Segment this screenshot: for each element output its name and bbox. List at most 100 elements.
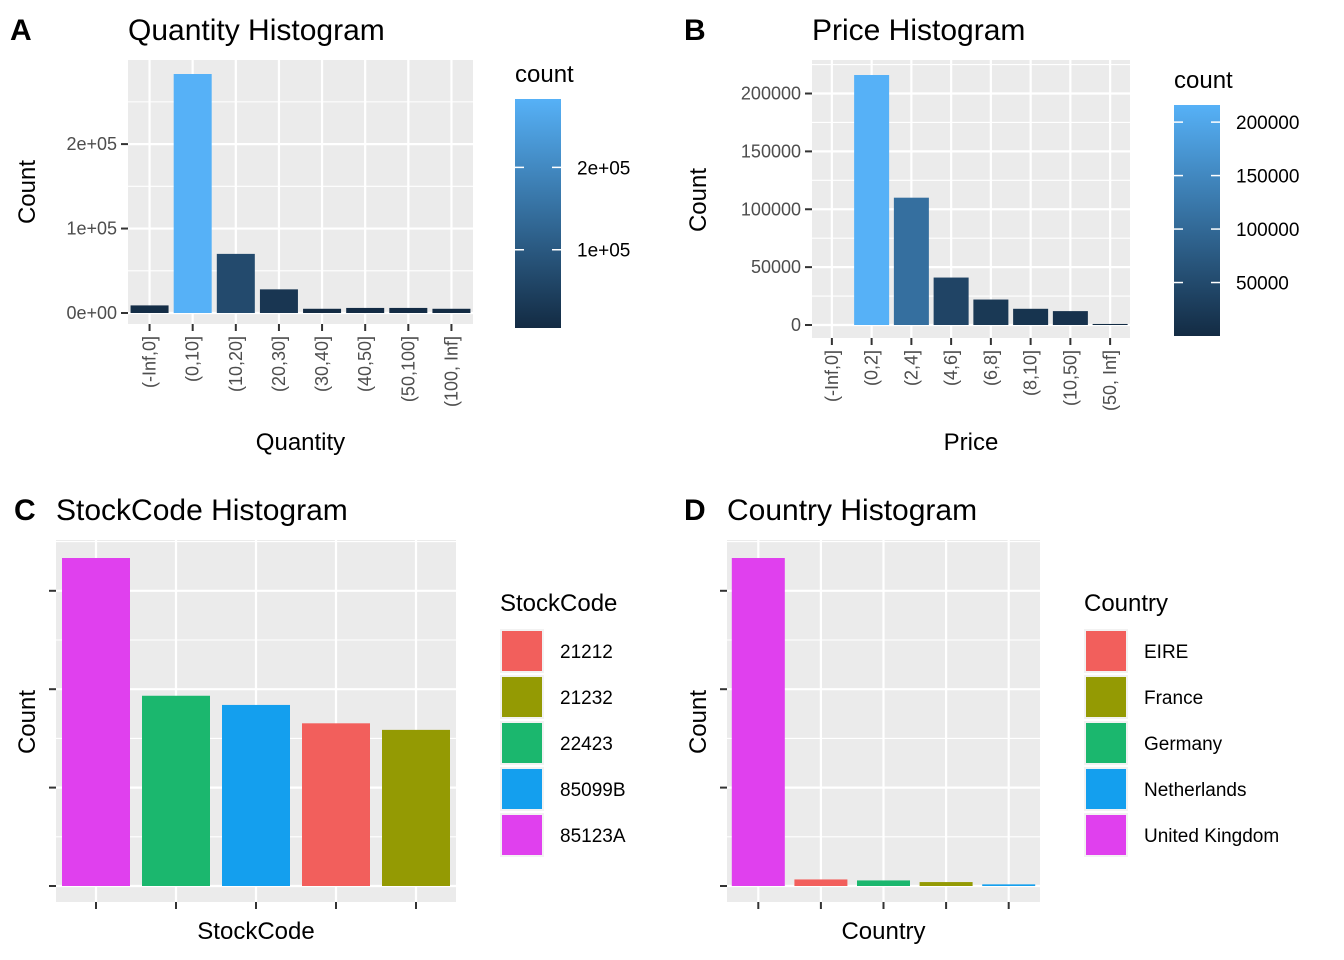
x-tick-label: (-Inf,0] <box>822 350 842 402</box>
bar <box>142 695 210 886</box>
panel-a-chart: 0e+00 1e+05 2e+05 (-Inf,0] (0,10] (10,20] (20,… <box>14 60 630 456</box>
bar <box>259 289 298 313</box>
bar <box>1092 323 1128 325</box>
legend-key-swatch <box>1086 723 1126 763</box>
legend-title: count <box>1174 67 1233 94</box>
x-tick-label: (40,50] <box>355 336 375 392</box>
x-axis-title: Country <box>841 918 925 945</box>
y-axis-title: Count <box>685 690 712 754</box>
x-tick-label: (0,10] <box>183 336 203 382</box>
bar <box>432 308 471 313</box>
panel-a-tag: A <box>10 14 32 47</box>
y-tick-label: 200000 <box>741 84 801 104</box>
bar <box>1052 311 1088 325</box>
panel-c-tag: C <box>14 494 36 527</box>
legend-label: France <box>1144 688 1203 709</box>
bar <box>973 299 1009 325</box>
x-tick-label: (50,100] <box>398 336 418 402</box>
legend-key-swatch <box>502 769 542 809</box>
panel-b-chart: 0 50000 100000 150000 200000 (-Inf,0] (0,2] (2,… <box>685 60 1299 456</box>
panel-b-title: Price Histogram <box>812 14 1025 47</box>
panel-c-chart: StockCode Count StockCode 21212 21232 22423 85… <box>14 540 626 945</box>
legend-key-swatch <box>502 677 542 717</box>
bar <box>222 704 290 886</box>
bar <box>302 723 370 886</box>
panel-a-title: Quantity Histogram <box>128 14 385 47</box>
legend-label: 2e+05 <box>577 158 630 179</box>
legend-title: Country <box>1084 590 1168 617</box>
legend-title: StockCode <box>500 590 617 617</box>
legend-label: 21232 <box>560 688 613 709</box>
panel-b-tag: B <box>684 14 706 47</box>
legend-label: 21212 <box>560 642 613 663</box>
x-tick-label: (4,6] <box>941 350 961 386</box>
panel-d-tag: D <box>684 494 706 527</box>
y-axis-title: Count <box>14 690 41 754</box>
bar <box>982 884 1036 886</box>
x-axis-title: Price <box>944 429 999 456</box>
bar <box>216 253 255 313</box>
legend-key-swatch <box>502 631 542 671</box>
x-tick-label: (6,8] <box>981 350 1001 386</box>
legend-label: 85099B <box>560 780 626 801</box>
legend-label: 150000 <box>1236 167 1299 188</box>
bar <box>389 307 428 313</box>
x-tick-label: (10,20] <box>226 336 246 392</box>
legend-key-swatch <box>502 723 542 763</box>
panel-d-title: Country Histogram <box>727 494 977 527</box>
y-tick-label: 2e+05 <box>66 134 117 154</box>
bar <box>893 197 929 325</box>
x-tick-label: (2,4] <box>901 350 921 386</box>
legend-title: count <box>515 61 574 88</box>
x-tick-label: (30,40] <box>312 336 332 392</box>
x-tick-label: (20,30] <box>269 336 289 392</box>
legend-key-swatch <box>1086 769 1126 809</box>
bar <box>854 75 890 325</box>
legend-label: Netherlands <box>1144 780 1246 801</box>
bar <box>731 558 785 886</box>
legend-key-swatch <box>1086 631 1126 671</box>
legend-label: EIRE <box>1144 642 1188 663</box>
legend-key-swatch <box>1086 815 1126 855</box>
bar <box>794 879 848 886</box>
bar <box>933 277 969 325</box>
bar <box>919 882 973 886</box>
legend-label: Germany <box>1144 734 1223 755</box>
x-axis-title: StockCode <box>197 918 314 945</box>
bar <box>1013 308 1049 325</box>
x-tick-label: (-Inf,0] <box>140 336 160 388</box>
legend-colorbar <box>515 99 561 328</box>
legend-label: 1e+05 <box>577 241 630 262</box>
x-tick-label: (100, Inf] <box>441 336 461 407</box>
y-tick-label: 1e+05 <box>66 219 117 239</box>
bar <box>303 308 342 313</box>
legend-label: 50000 <box>1236 274 1289 295</box>
x-tick-label: (50, Inf] <box>1100 350 1120 411</box>
x-axis-title: Quantity <box>256 429 345 456</box>
legend-colorbar <box>1174 105 1220 336</box>
legend-label: 100000 <box>1236 220 1299 241</box>
legend-label: 200000 <box>1236 113 1299 134</box>
x-tick-label: (8,10] <box>1021 350 1041 396</box>
bar <box>857 880 910 886</box>
y-tick-label: 150000 <box>741 141 801 161</box>
panel-d-chart: Country Count Country EIRE France Germany Neth… <box>685 540 1279 945</box>
legend-label: 22423 <box>560 734 613 755</box>
panel-c-title: StockCode Histogram <box>56 494 348 527</box>
x-tick-label: (10,50] <box>1060 350 1080 406</box>
legend-label: 85123A <box>560 826 626 847</box>
bar <box>173 74 212 313</box>
y-tick-label: 0 <box>791 315 801 335</box>
y-tick-label: 100000 <box>741 199 801 219</box>
bar <box>62 558 130 886</box>
bar <box>130 305 169 313</box>
y-tick-label: 0e+00 <box>66 303 117 323</box>
x-tick-label: (0,2] <box>862 350 882 386</box>
y-tick-label: 50000 <box>751 257 801 277</box>
legend-key-swatch <box>1086 677 1126 717</box>
legend-label: United Kingdom <box>1144 826 1279 847</box>
legend-key-swatch <box>502 815 542 855</box>
bar <box>346 307 385 313</box>
y-axis-title: Count <box>14 160 41 224</box>
